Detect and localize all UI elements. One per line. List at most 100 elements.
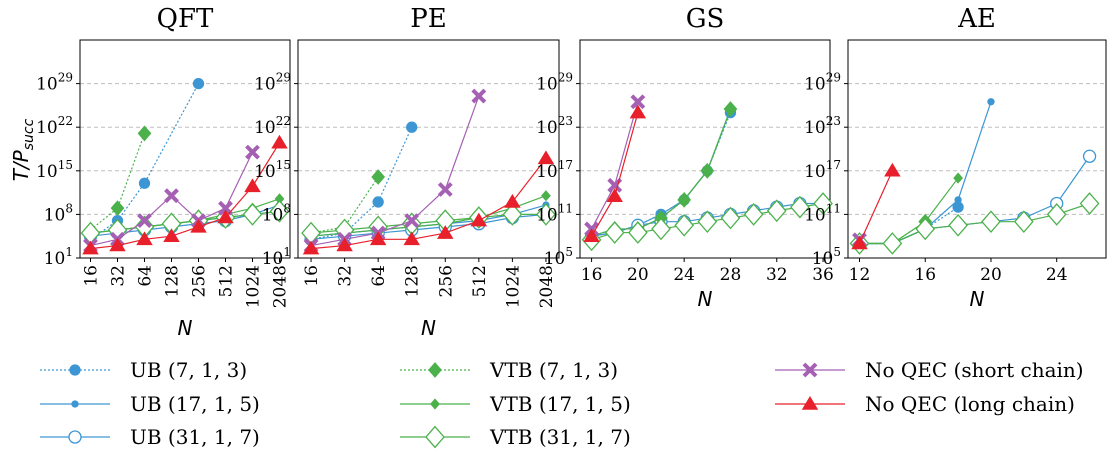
legend-marker bbox=[68, 430, 82, 444]
legend-item-ub3117: UB (31, 1, 7) bbox=[40, 425, 260, 449]
y-tick-label: 108 bbox=[44, 201, 73, 225]
x-tick-label: 64 bbox=[369, 265, 389, 287]
y-axis-label: T/Psucc bbox=[9, 118, 37, 181]
series-line bbox=[591, 101, 639, 230]
x-tick-label: 20 bbox=[980, 265, 1002, 285]
y-tick-label: 105 bbox=[544, 245, 573, 269]
y-tick-label: 1029 bbox=[536, 71, 573, 95]
series-noqec_long bbox=[82, 134, 288, 255]
x-tick-label: 24 bbox=[673, 265, 695, 285]
x-tick-label: 32 bbox=[766, 265, 788, 285]
data-point bbox=[245, 144, 260, 160]
y-tick-label: 1022 bbox=[36, 114, 73, 138]
x-tick-label: 512 bbox=[470, 265, 490, 297]
data-point bbox=[1079, 192, 1100, 215]
data-point bbox=[948, 213, 968, 237]
y-tick-label: 1029 bbox=[36, 71, 73, 95]
data-point bbox=[471, 88, 487, 104]
data-point bbox=[536, 203, 556, 226]
y-tick-label: 1023 bbox=[804, 114, 841, 138]
legend-item-ub713: UB (7, 1, 3) bbox=[40, 358, 247, 382]
legend-label: No QEC (short chain) bbox=[865, 358, 1084, 382]
y-tick-label: 1023 bbox=[536, 114, 573, 138]
x-tick-label: 128 bbox=[163, 265, 183, 297]
legend-label: VTB (31, 1, 7) bbox=[489, 425, 631, 449]
y-tick-label: 101 bbox=[262, 245, 291, 269]
data-point bbox=[138, 177, 151, 189]
data-point bbox=[537, 150, 555, 165]
legend-item-ub1715: UB (17, 1, 5) bbox=[40, 392, 260, 416]
data-point bbox=[437, 225, 454, 239]
y-tick-label: 101 bbox=[44, 245, 73, 269]
y-tick-label: 1015 bbox=[254, 158, 291, 182]
series-line bbox=[858, 170, 893, 244]
data-point bbox=[541, 190, 551, 202]
series-vtb3117 bbox=[849, 192, 1100, 255]
data-point bbox=[851, 235, 868, 250]
series-line bbox=[310, 126, 413, 240]
x-tick-label: 1024 bbox=[503, 265, 523, 308]
x-tick-label: 36 bbox=[812, 265, 834, 285]
plot-frame bbox=[579, 39, 831, 259]
y-tick-label: 1011 bbox=[536, 201, 573, 225]
data-point bbox=[1046, 203, 1067, 226]
x-tick-label: 256 bbox=[436, 265, 456, 297]
legend-item-vtb3117: VTB (31, 1, 7) bbox=[400, 425, 631, 449]
data-point bbox=[190, 218, 207, 233]
x-axis-label: N bbox=[970, 287, 985, 311]
legend-label: VTB (7, 1, 3) bbox=[489, 358, 618, 382]
data-point bbox=[766, 199, 787, 223]
data-point bbox=[406, 121, 418, 133]
data-point bbox=[813, 192, 833, 215]
legend-marker bbox=[801, 396, 819, 410]
series-noqec_long bbox=[851, 162, 901, 250]
svg-text:T/Psucc: T/Psucc bbox=[9, 118, 37, 181]
legend-item-vtb713: VTB (7, 1, 3) bbox=[400, 358, 618, 382]
x-tick-label: 16 bbox=[82, 265, 102, 287]
x-tick-label: 20 bbox=[627, 265, 649, 285]
x-axis-label: N bbox=[698, 287, 713, 311]
data-point bbox=[403, 231, 420, 246]
data-point bbox=[336, 237, 353, 252]
x-tick-label: 1024 bbox=[244, 265, 264, 308]
data-point bbox=[606, 188, 623, 202]
data-point bbox=[1013, 210, 1034, 234]
data-point bbox=[137, 125, 152, 142]
x-tick-label: 28 bbox=[720, 265, 742, 285]
data-point bbox=[437, 182, 453, 197]
series-noqec_long bbox=[583, 104, 647, 242]
data-point bbox=[137, 213, 152, 229]
x-tick-label: 16 bbox=[914, 265, 936, 285]
y-tick-label: 108 bbox=[262, 201, 291, 225]
x-tick-label: 2048 bbox=[537, 265, 557, 308]
data-point bbox=[725, 103, 736, 115]
data-point bbox=[981, 210, 1001, 234]
series-ub713 bbox=[305, 121, 418, 245]
legend-item-noqec_short: No QEC (short chain) bbox=[775, 358, 1084, 382]
series-ub3117 bbox=[852, 149, 1097, 251]
panel-ae: AE 105 1011 1017 1023 1029 12 16 20 24 N bbox=[804, 4, 1107, 311]
data-point bbox=[743, 203, 764, 226]
panel-title: PE bbox=[410, 4, 446, 34]
panel-gs: GS 105 1011 1017 1023 1029 16 20 24 28 32 36 N bbox=[536, 4, 834, 311]
legend: UB (7, 1, 3) UB (17, 1, 5) UB (31, 1, 7) VT… bbox=[40, 358, 1084, 449]
data-point bbox=[674, 213, 695, 237]
data-point bbox=[502, 203, 523, 226]
plot-frame bbox=[79, 39, 291, 259]
data-point bbox=[242, 203, 263, 226]
panel-qft: QFT 101 108 1015 1022 1029 16 32 64 128 256 512 1024… bbox=[36, 4, 291, 340]
x-tick-label: 32 bbox=[109, 265, 129, 287]
series-noqec_long bbox=[302, 150, 555, 255]
legend-marker bbox=[425, 425, 445, 449]
plot-frame bbox=[847, 39, 1107, 259]
y-tick-label: 1029 bbox=[254, 71, 291, 95]
y-axis-label-sub: succ bbox=[21, 118, 37, 150]
legend-item-vtb1715: VTB (17, 1, 5) bbox=[400, 392, 631, 416]
data-point bbox=[882, 232, 903, 255]
x-tick-label: 128 bbox=[403, 265, 423, 297]
y-tick-label: 1022 bbox=[254, 114, 291, 138]
data-point bbox=[110, 200, 125, 217]
data-point bbox=[697, 210, 718, 234]
x-tick-label: 12 bbox=[849, 265, 871, 285]
